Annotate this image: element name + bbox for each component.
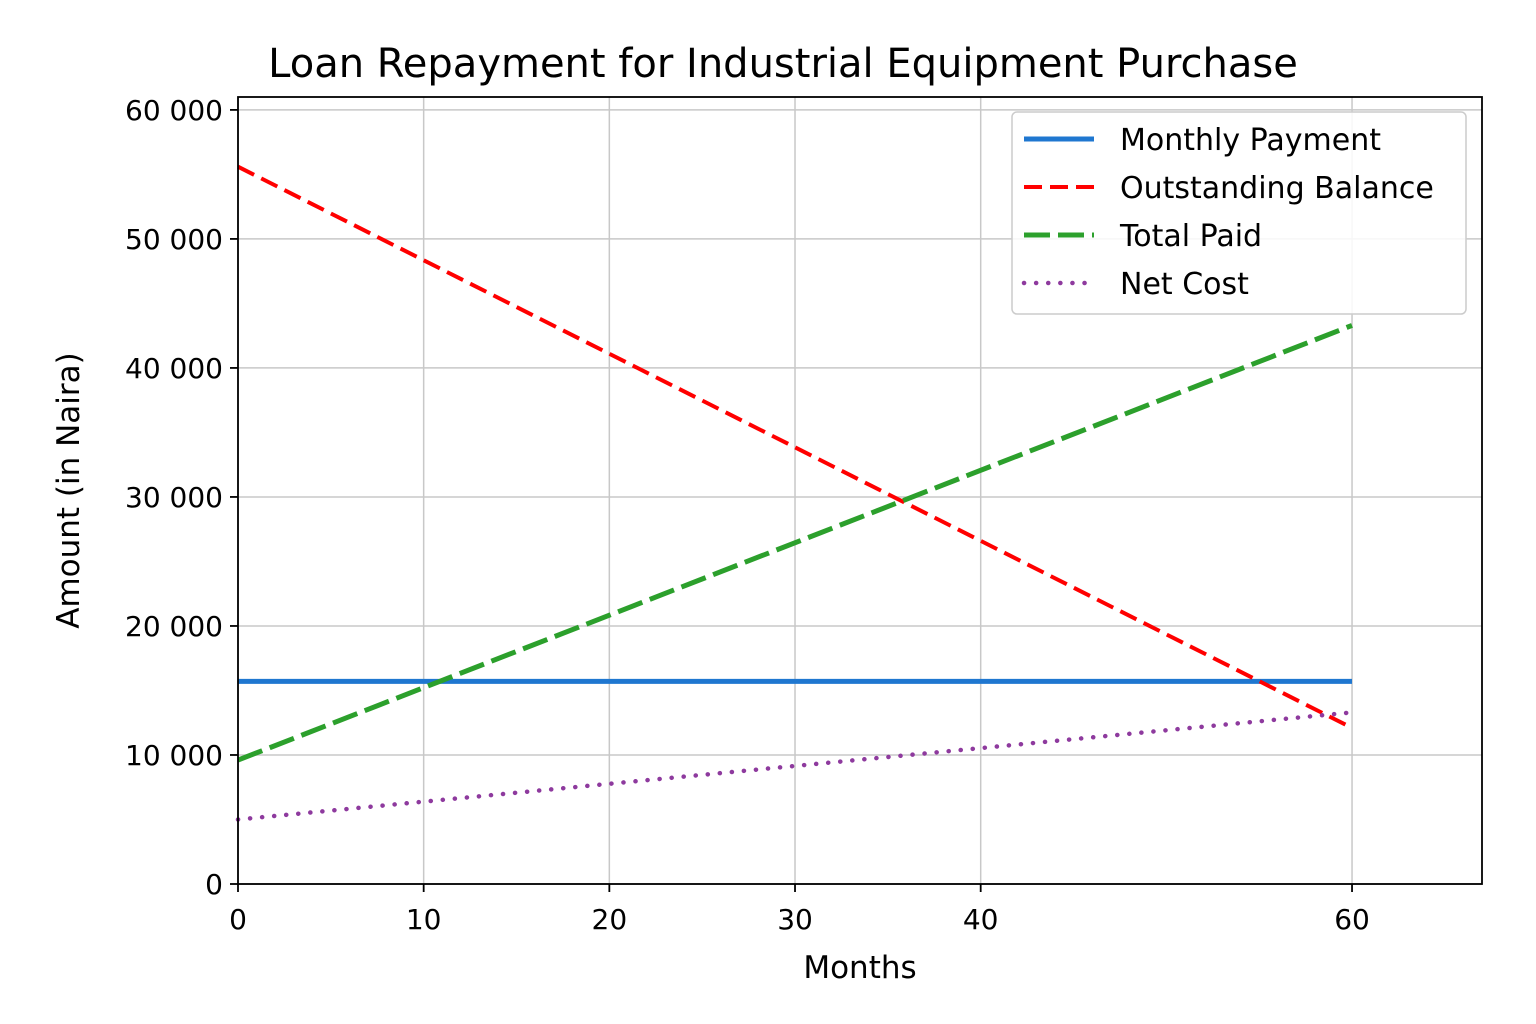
- legend-box: [1011, 111, 1467, 315]
- x-tick-label: 10: [406, 903, 442, 936]
- y-tick-label: 50 000: [125, 223, 223, 256]
- series-line-total-paid: [237, 323, 1353, 763]
- plot-frame: [237, 96, 1483, 885]
- y-tick-label: 0: [205, 868, 223, 901]
- y-tick-label: 30 000: [125, 481, 223, 514]
- x-tick-label: 60: [1334, 903, 1370, 936]
- axis-ticks: 0 10 20 30 40 60 0 10 000 20 000 30 000 40 000 50 0…: [125, 94, 1370, 936]
- x-tick-label: 20: [592, 903, 628, 936]
- x-tick-label: 0: [229, 903, 247, 936]
- y-tick-label: 60 000: [125, 94, 223, 127]
- x-axis-label: Months: [803, 950, 916, 986]
- y-axis-label: Amount (in Naira): [51, 352, 87, 629]
- y-tick-label: 40 000: [125, 352, 223, 385]
- chart-title: Loan Repayment for Industrial Equipment …: [268, 41, 1298, 87]
- y-tick-label: 10 000: [125, 739, 223, 772]
- legend-label: Total Paid: [1119, 219, 1262, 254]
- y-tick-label: 20 000: [125, 610, 223, 643]
- series-lines: [235, 164, 1355, 822]
- legend-label: Outstanding Balance: [1120, 171, 1434, 206]
- series-line-net-cost: [235, 710, 1355, 822]
- x-tick-label: 30: [777, 903, 813, 936]
- x-tick-label: 40: [963, 903, 999, 936]
- legend-label: Net Cost: [1120, 267, 1249, 302]
- legend-label: Monthly Payment: [1120, 123, 1381, 158]
- legend: Monthly Payment Outstanding Balance Total …: [1011, 111, 1467, 315]
